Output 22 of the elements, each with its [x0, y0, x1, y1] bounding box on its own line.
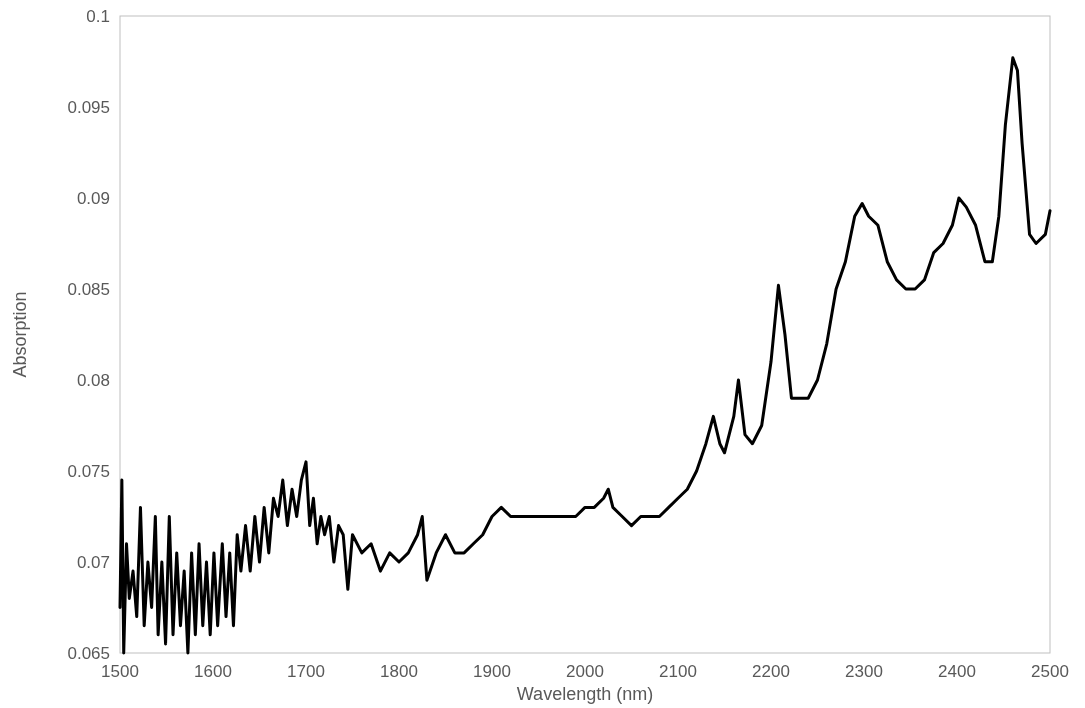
- y-tick-label: 0.065: [67, 644, 110, 663]
- x-tick-label: 2500: [1031, 662, 1069, 681]
- x-tick-label: 1900: [473, 662, 511, 681]
- y-tick-label: 0.08: [76, 371, 110, 390]
- y-tick-label: 0.09: [76, 189, 110, 208]
- x-tick-label: 2400: [938, 662, 976, 681]
- x-tick-label: 1600: [194, 662, 232, 681]
- x-tick-label: 1800: [380, 662, 418, 681]
- y-axis-title: Absorption: [10, 291, 30, 378]
- x-tick-label: 2000: [566, 662, 604, 681]
- y-tick-label: 0.075: [67, 462, 110, 481]
- y-tick-label: 0.085: [67, 280, 110, 299]
- x-tick-label: 2100: [659, 662, 697, 681]
- line-series: [118, 56, 1052, 655]
- x-tick-label: 1500: [101, 662, 139, 681]
- x-axis-title: Wavelength (nm): [516, 684, 654, 704]
- x-tick-label: 2300: [845, 662, 883, 681]
- x-tick-label: 1700: [287, 662, 325, 681]
- x-tick-label: 2200: [752, 662, 790, 681]
- y-tick-label: 0.095: [67, 98, 110, 117]
- y-tick-label: 0.07: [76, 553, 110, 572]
- y-tick-label: 0.1: [86, 7, 110, 26]
